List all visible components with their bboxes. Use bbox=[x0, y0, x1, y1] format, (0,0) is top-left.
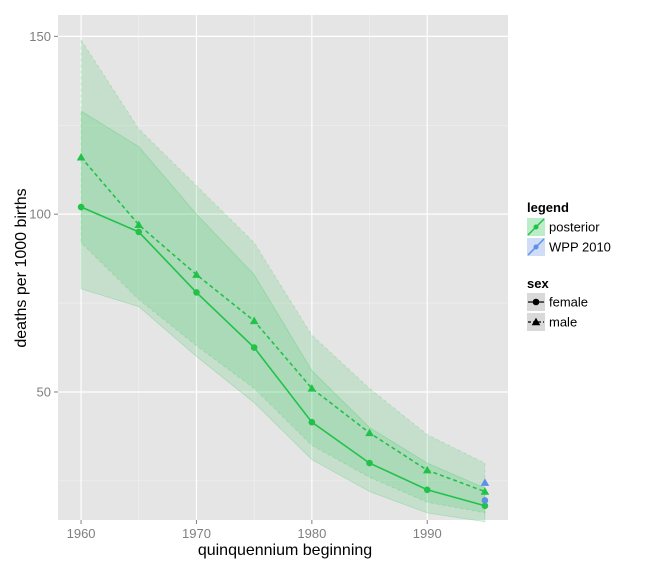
data-point-wpp-2010-male bbox=[480, 478, 490, 486]
legend-label: posterior bbox=[549, 220, 600, 235]
data-point-wpp-2010-female bbox=[481, 497, 489, 504]
plot-panel bbox=[58, 15, 508, 520]
data-point-posterior-female bbox=[481, 502, 489, 510]
data-point-posterior-female bbox=[308, 418, 316, 426]
data-point-posterior-female bbox=[135, 228, 143, 236]
x-tick-label: 1960 bbox=[67, 526, 96, 541]
legend-label: male bbox=[549, 315, 577, 330]
x-tick-label: 1990 bbox=[413, 526, 442, 541]
uncertainty-band-male bbox=[80, 38, 486, 514]
uncertainty-band-female bbox=[80, 110, 486, 523]
data-point-posterior-female bbox=[250, 344, 258, 351]
y-axis-title: deaths per 1000 births bbox=[13, 188, 30, 347]
legend-label: WPP 2010 bbox=[549, 240, 611, 255]
data-point-posterior-female bbox=[366, 459, 373, 467]
data-point-posterior-male bbox=[134, 220, 144, 229]
y-tick-label: 100 bbox=[29, 207, 51, 222]
series-line-male bbox=[80, 156, 486, 493]
uncertainty-bands bbox=[80, 38, 486, 523]
data-point-posterior-male bbox=[422, 465, 432, 474]
x-axis-ticks: 1960 1970 1980 1990 bbox=[67, 520, 442, 541]
series-points bbox=[76, 152, 490, 510]
legend-label: female bbox=[549, 295, 588, 310]
legend-key-marker bbox=[532, 298, 540, 306]
grid bbox=[58, 15, 508, 520]
data-point-posterior-female bbox=[77, 203, 85, 211]
legend-title: legend bbox=[527, 200, 569, 215]
legend-title: sex bbox=[527, 276, 549, 291]
data-point-posterior-male bbox=[192, 270, 201, 278]
x-tick-label: 1970 bbox=[182, 526, 211, 541]
data-point-posterior-male bbox=[307, 384, 317, 392]
y-tick-label: 150 bbox=[29, 29, 51, 44]
data-point-posterior-male bbox=[249, 316, 259, 325]
x-tick-label: 1980 bbox=[297, 526, 326, 541]
data-point-posterior-male bbox=[480, 487, 490, 495]
legend-key-marker bbox=[531, 317, 541, 326]
y-axis-ticks: 50 100 150 bbox=[29, 29, 58, 399]
data-point-posterior-female bbox=[193, 289, 200, 296]
series-line-female bbox=[80, 206, 486, 507]
series-lines bbox=[80, 156, 486, 507]
data-point-posterior-male bbox=[76, 152, 86, 161]
x-axis-title: quinquennium beginning bbox=[198, 542, 372, 559]
data-point-posterior-male bbox=[365, 428, 374, 437]
data-point-posterior-female bbox=[423, 486, 431, 494]
legend-key-marker bbox=[533, 224, 539, 230]
y-tick-label: 50 bbox=[37, 384, 51, 399]
legend-key-marker bbox=[533, 244, 539, 250]
